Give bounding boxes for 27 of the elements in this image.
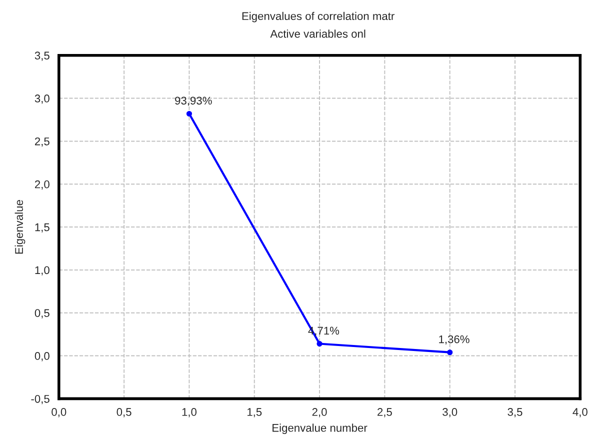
y-tick-label: 2,5 (34, 137, 50, 147)
annotation: 93,93% (175, 96, 212, 106)
y-tick-label: 2,0 (34, 180, 50, 190)
annotation: 1,36% (439, 335, 470, 345)
x-tick-label: 3,5 (508, 408, 522, 418)
y-tick-label: 1,0 (35, 266, 50, 276)
chart-title: Eigenvalues of correlation matr (242, 12, 394, 22)
x-tick-label: 1,0 (182, 408, 197, 418)
x-tick-label: 3,0 (442, 408, 458, 418)
x-tick-label: 4,0 (572, 408, 588, 418)
x-tick-label: 0,5 (116, 408, 132, 418)
y-tick-label: 3,5 (34, 52, 50, 61)
y-tick-label: 0,5 (34, 309, 50, 318)
y-tick-label: 0,0 (34, 352, 50, 362)
y-tick-label: -0,5 (31, 394, 50, 404)
x-tick-label: 2,0 (312, 408, 327, 418)
point (316, 340, 322, 347)
y-tick-label: 3,0 (34, 94, 50, 104)
x-tick-label: 2,5 (378, 408, 392, 418)
x-tick-label: 0,0 (52, 408, 66, 418)
point (186, 110, 192, 117)
chart-subtitle: Active variables onl (270, 30, 366, 38)
x-tick-label: 1,5 (248, 408, 262, 418)
y-axis-title: Eigenvalue (14, 200, 26, 254)
x-axis-title: Eigenvalue number (272, 424, 368, 434)
y-tick-label: 1,5 (35, 223, 50, 232)
point (447, 350, 453, 356)
